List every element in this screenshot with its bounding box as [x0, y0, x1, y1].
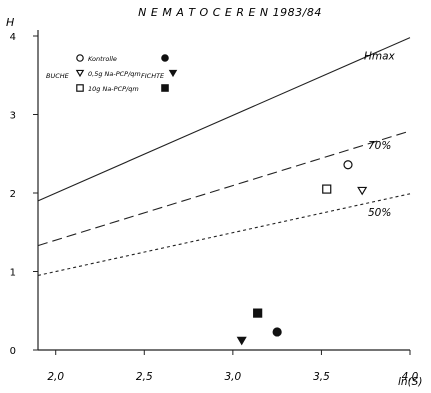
x-axis-label: ln(S): [398, 376, 422, 388]
chart-title: N E M A T O C E R E N 1983/84: [138, 6, 322, 19]
y-axis-label: H: [6, 16, 14, 29]
legend-group-label: BUCHE: [46, 72, 70, 80]
y-tick-label: 0: [10, 346, 16, 357]
legend-label: 0,5g Na-PCP/qm: [88, 70, 141, 78]
legend-group-label: FICHTE: [141, 72, 165, 80]
reference-line-label: 70%: [368, 140, 391, 152]
data-point: [253, 308, 263, 318]
data-point: [272, 327, 282, 337]
reference-lines: Hmax 70% 50%: [37, 37, 411, 276]
axis-ticks: 2,0 2,5 3,0 3,5 4,0 0 1 2 3 4: [10, 32, 419, 383]
y-tick-label: 4: [10, 32, 16, 43]
data-point: [357, 186, 368, 196]
reference-line-hmax: [37, 37, 411, 202]
legend-marker: [161, 54, 169, 62]
data-points: [236, 160, 368, 346]
y-tick-label: 1: [10, 268, 16, 279]
reference-line-label: Hmax: [364, 51, 396, 63]
data-point: [236, 336, 247, 346]
legend-label: 10g Na-PCP/qm: [88, 85, 139, 93]
x-tick-label: 4,0: [402, 371, 419, 383]
axes: [37, 30, 410, 351]
reference-line-50pct: [37, 193, 411, 276]
data-point: [343, 160, 353, 170]
y-tick-label: 3: [10, 111, 16, 122]
legend-marker: [161, 84, 169, 92]
legend-marker: [168, 69, 178, 78]
x-tick-label: 3,5: [313, 371, 330, 383]
data-point: [322, 184, 332, 194]
legend-marker: [75, 69, 85, 78]
legend: BUCHE Kontrolle 0,5g Na-PCP/qm 10g Na-PCP/q…: [46, 54, 178, 93]
x-tick-label: 2,0: [47, 371, 64, 383]
reference-line-70pct: [37, 130, 411, 247]
legend-marker: [76, 54, 84, 62]
reference-line-label: 50%: [368, 207, 391, 219]
legend-marker: [76, 84, 84, 92]
x-tick-label: 3,0: [225, 371, 242, 383]
y-tick-label: 2: [10, 189, 16, 200]
x-tick-label: 2,5: [136, 371, 153, 383]
legend-label: Kontrolle: [88, 55, 117, 63]
